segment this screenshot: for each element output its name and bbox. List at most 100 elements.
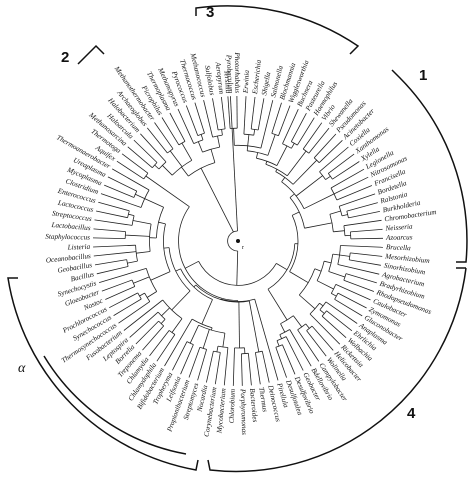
tree-branch	[325, 301, 358, 324]
tree-branch	[96, 210, 128, 219]
tree-branch	[278, 105, 291, 136]
tree-arc	[319, 301, 327, 311]
tree-branch	[265, 161, 268, 165]
tree-branch	[350, 237, 384, 240]
tree-branch	[171, 318, 183, 333]
tree-branch	[133, 276, 150, 284]
tree-branch	[216, 346, 219, 352]
tree-branch	[98, 268, 147, 283]
tree-branch	[348, 211, 380, 219]
tree-branch	[164, 318, 193, 367]
tree-branch	[289, 194, 294, 198]
tree-branch	[350, 228, 383, 233]
tree-branch	[276, 145, 288, 166]
tree-branch	[276, 263, 288, 271]
tree-arc	[289, 215, 299, 272]
tree-branch	[146, 127, 168, 154]
tree-branch	[314, 268, 322, 272]
tree-branch	[254, 298, 279, 381]
taxon-label: Listeria	[67, 243, 91, 252]
tree-branch	[343, 279, 375, 292]
tree-branch	[135, 320, 159, 345]
tree-branch	[194, 102, 205, 134]
taxon-label: Porphyromonas	[239, 388, 248, 435]
tree-branch	[175, 268, 181, 272]
tree-arc	[321, 310, 327, 317]
tree-branch	[337, 264, 380, 275]
tree-branch	[129, 311, 159, 338]
clade-bracket-alpha	[43, 355, 187, 455]
tree-branch	[127, 260, 138, 264]
tree-branch	[247, 134, 250, 146]
tree-branch	[350, 252, 383, 257]
tree-branch	[211, 327, 213, 331]
clade-bracket-bacteria-lower	[7, 277, 199, 471]
tree-arc	[168, 330, 176, 335]
tree-branch	[92, 237, 126, 239]
tree-branch	[308, 127, 330, 154]
tree-arc	[178, 141, 186, 146]
tree-branch	[185, 105, 199, 136]
tree-branch	[318, 140, 343, 163]
tree-branch	[210, 149, 216, 163]
tree-branch	[319, 309, 325, 314]
tree-arc	[133, 190, 138, 198]
tree-branch	[256, 152, 259, 159]
tree-branch	[202, 329, 210, 349]
tree-branch	[158, 221, 166, 225]
clade-brackets	[7, 5, 468, 473]
tree-arc	[156, 207, 164, 239]
tree-branch	[139, 292, 145, 297]
tree-branch	[289, 271, 309, 284]
tree-branch	[105, 286, 135, 300]
tree-branch	[332, 253, 340, 256]
tree-branch	[313, 133, 337, 159]
tree-branch	[96, 266, 129, 275]
tree-branch	[285, 336, 304, 371]
tree-branch	[132, 220, 152, 225]
tree-branch	[197, 349, 207, 381]
tree-branch	[184, 260, 199, 269]
tree-branch	[325, 175, 331, 180]
tree-branch	[145, 175, 190, 208]
tree-branch	[93, 244, 136, 248]
clade-label-2: 2	[61, 49, 69, 66]
tree-branch	[276, 340, 280, 347]
tree-branch	[161, 307, 170, 317]
tree-branch	[302, 122, 323, 150]
tree-branch	[113, 298, 142, 316]
tree-branch	[257, 98, 265, 131]
clade-label-1: 1	[419, 67, 427, 84]
tree-arc	[298, 268, 316, 296]
tree-branch	[346, 202, 378, 212]
tree-arc	[289, 197, 305, 229]
tree-branch	[340, 245, 383, 248]
root-label: r	[242, 245, 244, 251]
tree-branch	[289, 329, 312, 367]
taxon-label: Bacteroides	[248, 388, 259, 423]
tree-branch	[107, 176, 137, 192]
tree-branch	[172, 341, 188, 371]
tree-arc	[195, 284, 250, 303]
tree-branch	[162, 165, 173, 176]
tree-arc	[227, 230, 238, 252]
tree-branch	[309, 313, 341, 345]
tree-branch	[101, 279, 133, 292]
clade-bracket-3	[195, 5, 360, 55]
tree-branch	[93, 228, 126, 232]
taxon-label: Pyrobaculum	[225, 54, 235, 94]
tree-branch	[326, 310, 353, 332]
tree-branch	[293, 315, 303, 328]
taxon-label: Aeropyrum	[214, 61, 226, 95]
tree-arc	[330, 284, 337, 294]
tree-branch	[339, 254, 350, 257]
tree-branch	[121, 153, 149, 174]
tree-branch	[260, 100, 274, 149]
tree-branch	[267, 288, 288, 321]
tree-branch	[142, 325, 165, 351]
taxon-label: Photorhabdus	[233, 51, 241, 93]
tree-arc	[168, 247, 191, 292]
tree-branch	[169, 150, 183, 167]
tree-branch	[118, 301, 151, 324]
tree-branches	[92, 95, 384, 386]
